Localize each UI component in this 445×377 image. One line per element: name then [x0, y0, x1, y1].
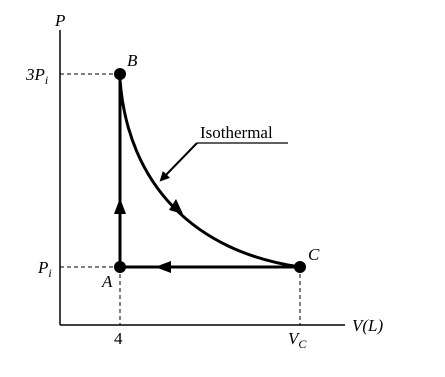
tick-main: 4 [114, 329, 123, 348]
x-tick-label: 4 [114, 329, 123, 348]
annotation-pointer [159, 142, 198, 182]
y-tick-label: Pi [37, 258, 52, 280]
tick-main: V [288, 329, 301, 348]
tick-main: P [37, 258, 48, 277]
tick-main: 3P [25, 65, 45, 84]
process-paths [118, 74, 301, 269]
x-tick-label: VC [288, 329, 307, 351]
tick-sub: i [45, 73, 48, 87]
x-axis-label: V(L) [352, 316, 384, 335]
annotation: Isothermal [200, 123, 273, 142]
points [114, 68, 306, 273]
tick-sub: i [48, 266, 51, 280]
tick-sub: C [298, 337, 307, 351]
point-label: C [308, 245, 320, 264]
y-tick-label: 3Pi [25, 65, 48, 87]
arrowheads [114, 198, 183, 273]
point-label: A [101, 272, 113, 291]
guides [60, 73, 301, 325]
point-label: B [127, 51, 138, 70]
x-axis-label-text: V(L) [352, 316, 384, 335]
y-axis-label: P [54, 11, 65, 30]
